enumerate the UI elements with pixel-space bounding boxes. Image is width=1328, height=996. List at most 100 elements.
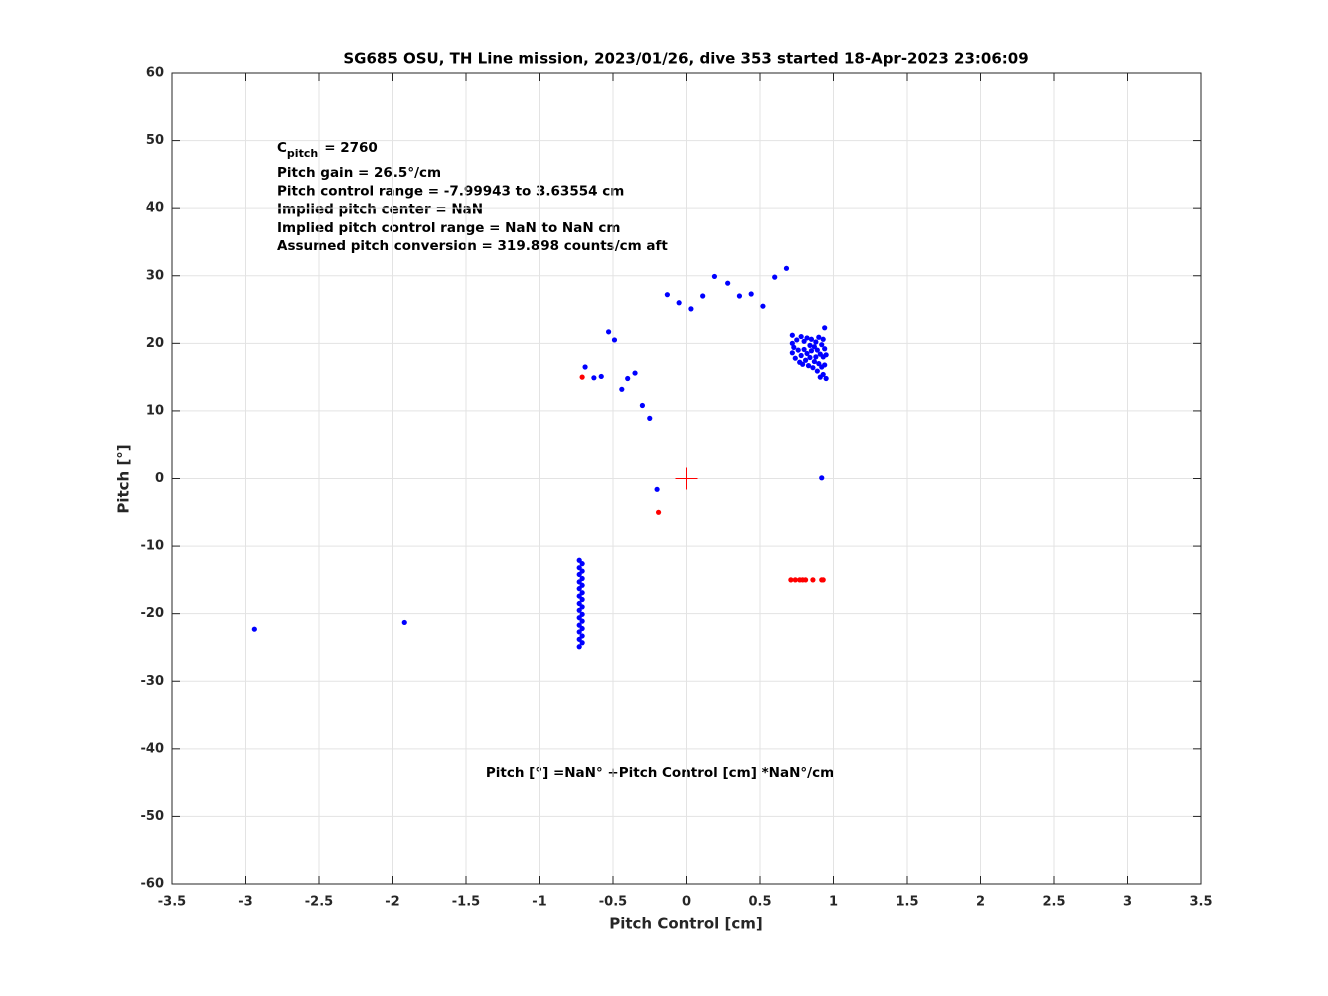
x-axis-label: Pitch Control [cm]	[609, 915, 763, 933]
point	[576, 557, 582, 563]
point	[805, 363, 812, 369]
point	[655, 509, 662, 515]
point	[576, 571, 582, 578]
point	[576, 600, 582, 607]
point	[725, 280, 731, 286]
x-tick-label: 1	[829, 895, 838, 910]
point	[822, 346, 828, 352]
point	[688, 306, 694, 312]
annotation-line: Implied pitch center = NaN	[277, 202, 483, 218]
point	[576, 607, 582, 613]
x-tick-label: 3	[1123, 895, 1132, 910]
point	[251, 626, 257, 632]
point	[810, 365, 816, 371]
y-tick-label: 10	[146, 403, 164, 418]
x-tick-label: 0	[682, 895, 691, 910]
y-tick-label: 30	[146, 268, 164, 283]
point	[810, 577, 816, 583]
x-tick-label: 0.5	[748, 895, 771, 910]
point	[822, 362, 828, 368]
x-tick-label: -0.5	[599, 895, 627, 910]
point	[576, 644, 582, 650]
point	[576, 629, 582, 635]
c-pitch-rest: = 2760	[324, 140, 378, 156]
y-tick-label: -50	[141, 809, 165, 824]
x-tick-label: 3.5	[1189, 895, 1212, 910]
y-tick-label: 50	[146, 133, 164, 148]
x-tick-label: -2.5	[305, 895, 333, 910]
point	[801, 346, 807, 353]
annotation-line: Pitch control range = -7.99943 to 3.6355…	[277, 183, 624, 199]
point	[760, 303, 766, 309]
point	[814, 347, 820, 353]
point	[791, 344, 797, 350]
point	[664, 292, 670, 298]
c-pitch-base: C	[277, 140, 287, 156]
point	[804, 350, 810, 357]
point	[647, 415, 653, 421]
point	[801, 338, 807, 344]
point	[802, 357, 809, 363]
point	[579, 596, 585, 603]
point	[748, 291, 754, 297]
x-tick-label: -1	[532, 895, 546, 910]
point	[582, 364, 588, 370]
point	[576, 579, 582, 585]
point	[579, 561, 585, 567]
point	[605, 329, 612, 335]
point	[579, 604, 585, 610]
point	[807, 342, 813, 348]
point	[783, 265, 790, 271]
point	[795, 347, 801, 353]
point	[823, 352, 829, 358]
annotation-line: Assumed pitch conversion = 319.898 count…	[277, 238, 668, 254]
chart-title: SG685 OSU, TH Line mission, 2023/01/26, …	[343, 50, 1028, 68]
point	[802, 577, 809, 583]
y-tick-label: -30	[141, 674, 165, 689]
point	[804, 335, 810, 341]
point	[808, 336, 815, 342]
point	[401, 619, 407, 626]
center-marker	[675, 467, 698, 490]
point	[654, 486, 660, 492]
point	[813, 339, 819, 345]
x-tick-label: 2.5	[1042, 895, 1065, 910]
point	[789, 350, 795, 356]
point	[789, 332, 795, 338]
point	[820, 371, 826, 378]
point	[819, 475, 825, 481]
point	[598, 373, 604, 380]
point	[736, 293, 743, 299]
point	[619, 386, 625, 392]
annotation-line: Pitch gain = 26.5°/cm	[277, 165, 441, 181]
point	[822, 325, 828, 331]
point	[576, 622, 582, 628]
point	[789, 340, 795, 346]
point	[807, 354, 813, 361]
point	[625, 375, 631, 382]
point	[808, 348, 815, 354]
point	[579, 582, 585, 588]
point	[579, 575, 585, 582]
point	[811, 344, 817, 350]
annotation-line: Implied pitch control range = NaN to NaN…	[277, 220, 620, 236]
point	[579, 625, 585, 632]
fit-annotation: Pitch [°] =NaN° +Pitch Control [cm] *NaN…	[486, 765, 834, 781]
point	[798, 333, 804, 340]
point	[576, 615, 582, 621]
point	[579, 640, 585, 646]
x-tick-label: -3	[238, 895, 252, 910]
point	[576, 636, 582, 642]
point	[820, 577, 826, 583]
y-tick-label: -40	[141, 741, 165, 756]
point	[816, 334, 822, 340]
point	[576, 593, 582, 599]
y-tick-label: -10	[141, 539, 165, 554]
y-tick-label: -60	[141, 877, 165, 892]
point	[576, 586, 582, 592]
point	[772, 274, 778, 280]
point	[798, 352, 804, 359]
x-tick-label: 2	[976, 895, 985, 910]
